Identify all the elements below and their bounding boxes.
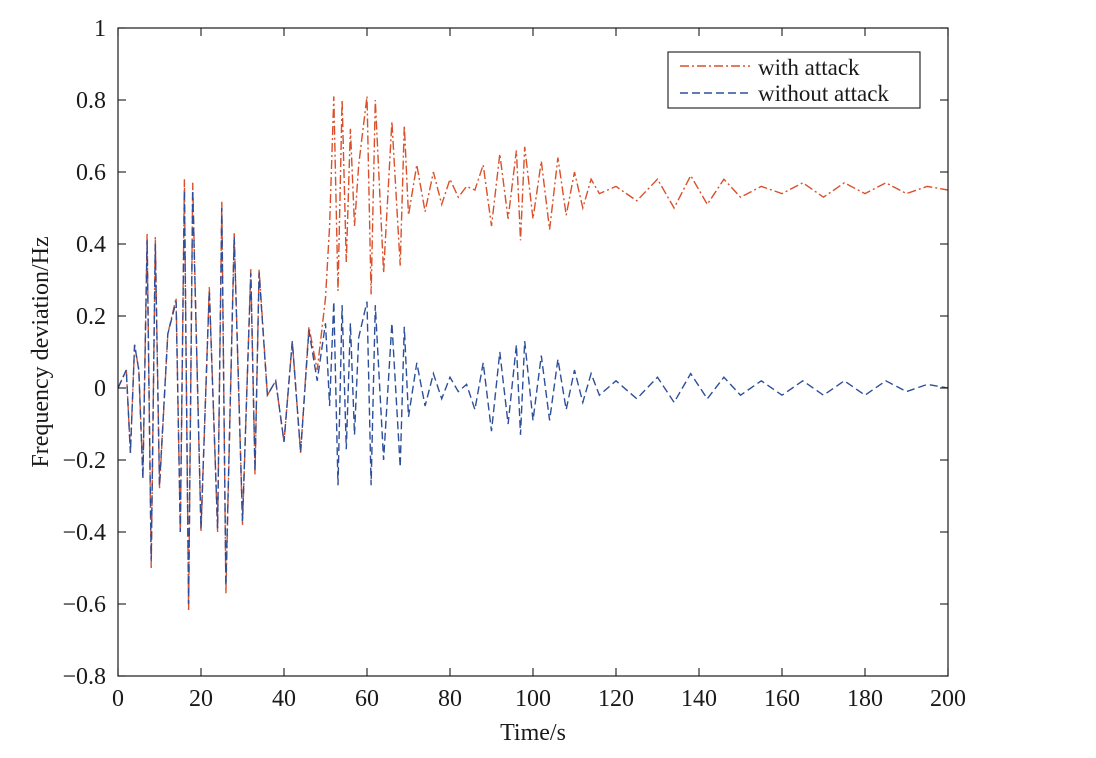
y-tick-label: 0.2 <box>76 304 106 330</box>
x-tick-label: 160 <box>764 686 800 712</box>
x-tick-label: 180 <box>847 686 883 712</box>
x-tick-label: 120 <box>598 686 634 712</box>
y-tick-label: 0.4 <box>76 232 106 258</box>
x-axis-label: Time/s <box>500 720 566 746</box>
y-tick-label: 0.8 <box>76 88 106 114</box>
y-tick-label: 0 <box>94 376 106 402</box>
x-tick-label: 0 <box>112 686 124 712</box>
x-tick-label: 80 <box>438 686 462 712</box>
x-tick-label: 200 <box>930 686 966 712</box>
x-tick-label: 20 <box>189 686 213 712</box>
x-tick-label: 40 <box>272 686 296 712</box>
y-tick-label: −0.6 <box>62 592 106 618</box>
legend-box <box>667 51 921 109</box>
y-tick-label: −0.8 <box>62 664 106 690</box>
legend-label-without-attack: without attack <box>758 81 889 106</box>
x-tick-label: 60 <box>355 686 379 712</box>
y-tick-label: 1 <box>94 16 106 42</box>
y-axis: −0.8 −0.6 −0.4 −0.2 0 0.2 0.4 0.6 0.8 1 <box>62 16 948 690</box>
legend: with attack without attack <box>667 51 921 109</box>
x-tick-label: 100 <box>515 686 551 712</box>
series-line-without-attack <box>117 189 949 605</box>
legend-label-with-attack: with attack <box>758 55 860 80</box>
y-tick-label: −0.2 <box>62 448 106 474</box>
y-axis-label: Frequency deviation/Hz <box>28 236 54 467</box>
y-tick-label: −0.4 <box>62 520 106 546</box>
x-axis: 0 20 40 60 80 100 120 140 160 180 200 <box>112 28 966 712</box>
plot-area <box>118 28 948 676</box>
x-tick-label: 140 <box>681 686 717 712</box>
series-layer <box>117 96 949 612</box>
y-tick-label: 0.6 <box>76 160 106 186</box>
